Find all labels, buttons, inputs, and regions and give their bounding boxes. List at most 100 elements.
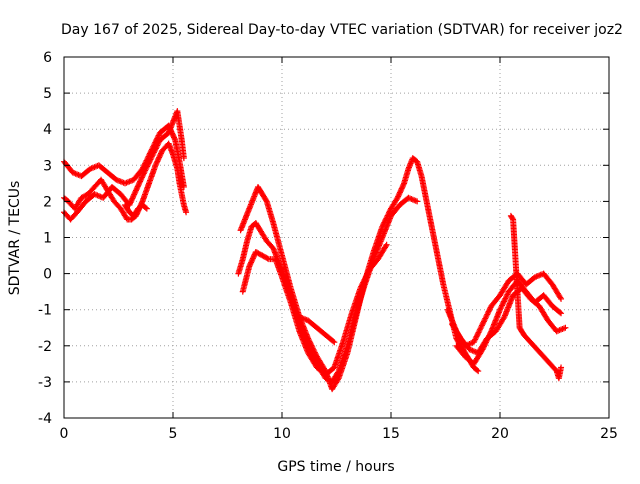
- x-tick-label: 10: [273, 426, 291, 442]
- x-axis-label: GPS time / hours: [277, 459, 394, 475]
- data-point: [500, 299, 507, 306]
- data-point: [471, 337, 478, 344]
- data-point: [480, 345, 487, 352]
- data-point: [145, 160, 152, 167]
- data-point: [485, 333, 492, 340]
- data-point: [152, 146, 159, 153]
- data-point: [155, 139, 162, 146]
- data-point: [503, 294, 510, 301]
- data-point: [264, 255, 271, 262]
- y-axis-label: SDTVAR / TECUs: [7, 181, 23, 296]
- data-point: [151, 148, 158, 155]
- data-point: [472, 336, 479, 343]
- data-point: [363, 272, 370, 279]
- data-point: [482, 314, 489, 321]
- data-point: [487, 329, 494, 336]
- data-points: [61, 108, 569, 393]
- data-point: [484, 310, 491, 317]
- data-point: [149, 152, 156, 159]
- data-point: [558, 310, 565, 317]
- data-point: [360, 279, 367, 286]
- data-point: [472, 335, 479, 342]
- data-point: [154, 142, 161, 149]
- data-point: [476, 328, 483, 335]
- data-point: [476, 326, 483, 333]
- data-point: [483, 338, 490, 345]
- data-point: [331, 339, 338, 346]
- series-track-7: [239, 241, 390, 378]
- data-point: [334, 369, 341, 376]
- y-tick-label: -3: [38, 375, 52, 391]
- data-point: [139, 173, 146, 180]
- x-tick-label: 0: [60, 426, 69, 442]
- y-tick-label: -4: [38, 411, 52, 427]
- data-point: [481, 342, 488, 349]
- data-point: [140, 171, 147, 178]
- data-point: [153, 143, 160, 150]
- data-point: [150, 150, 157, 157]
- data-point: [180, 155, 187, 162]
- data-point: [147, 156, 154, 163]
- x-tick-label: 15: [382, 426, 400, 442]
- data-point: [484, 336, 491, 343]
- data-point: [482, 340, 489, 347]
- chart-title: Day 167 of 2025, Sidereal Day-to-day VTE…: [61, 22, 623, 38]
- data-point: [480, 343, 487, 350]
- data-point: [362, 273, 369, 280]
- data-point: [146, 159, 153, 166]
- data-point: [501, 298, 508, 305]
- data-point: [383, 241, 390, 248]
- data-point: [479, 346, 486, 353]
- axes: 0 5 10 15 20 25 -4 -3 -2 -1 0 1 2 3 4 5 6: [38, 50, 618, 442]
- data-point: [150, 149, 157, 156]
- data-point: [478, 322, 485, 329]
- x-tick-label: 5: [169, 426, 178, 442]
- data-point: [485, 308, 492, 315]
- data-point: [482, 315, 489, 322]
- data-point: [382, 243, 389, 250]
- data-point: [357, 285, 364, 292]
- y-tick-label: 0: [43, 267, 52, 283]
- data-point: [142, 204, 149, 211]
- data-point: [502, 295, 509, 302]
- series-track-12: [507, 212, 565, 382]
- data-point: [358, 282, 365, 289]
- data-point: [155, 132, 162, 139]
- y-tick-label: -1: [38, 303, 52, 319]
- data-point: [474, 367, 481, 374]
- data-point: [486, 332, 493, 339]
- data-point: [479, 321, 486, 328]
- y-tick-label: 5: [43, 86, 52, 102]
- series-track-3: [61, 140, 190, 223]
- data-point: [480, 319, 487, 326]
- data-point: [509, 215, 516, 222]
- data-point: [501, 296, 508, 303]
- data-point: [558, 295, 565, 302]
- data-point: [562, 324, 569, 331]
- data-point: [141, 168, 148, 175]
- data-point: [477, 325, 484, 332]
- data-point: [148, 155, 155, 162]
- data-point: [144, 162, 151, 169]
- data-point: [386, 208, 393, 215]
- data-point: [486, 331, 493, 338]
- data-point: [484, 311, 491, 318]
- data-point: [154, 133, 161, 140]
- data-point: [142, 167, 149, 174]
- series-track-9: [444, 270, 565, 349]
- data-point: [503, 292, 510, 299]
- data-point: [499, 301, 506, 308]
- series-track-8: [296, 313, 338, 346]
- y-tick-label: 6: [43, 50, 52, 66]
- y-tick-label: 3: [43, 158, 52, 174]
- data-point: [330, 338, 337, 345]
- data-point: [152, 145, 159, 152]
- data-point: [475, 368, 482, 375]
- data-point: [414, 198, 421, 205]
- data-point: [484, 335, 491, 342]
- data-point: [481, 316, 488, 323]
- data-point: [482, 339, 489, 346]
